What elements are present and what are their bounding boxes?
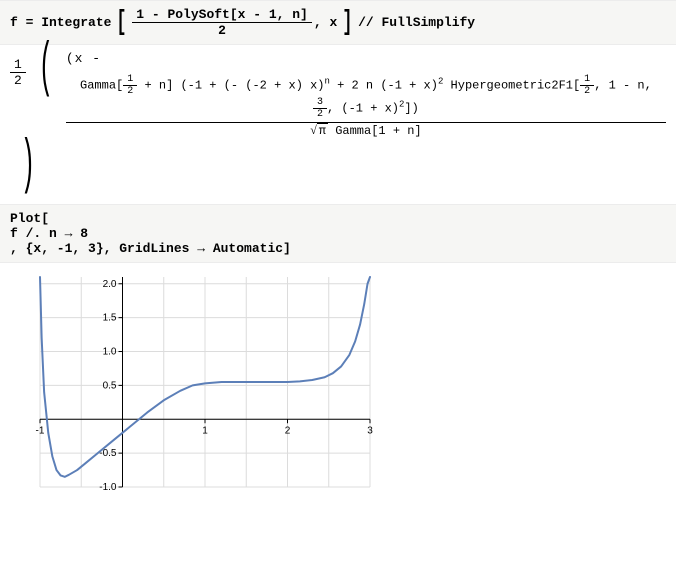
out1-half: 1 2: [10, 57, 26, 88]
out1-l2b: + n] (-1 + (- (-2 + x) x): [137, 79, 324, 93]
out1-close-paren: ): [21, 142, 35, 190]
input2-l3: , {x, -1, 3}, GridLines → Automatic]: [10, 241, 666, 256]
open-bracket: [: [117, 7, 127, 38]
out1-l2g: ]): [404, 102, 418, 116]
input-cell-2: Plot[ f /. n → 8 , {x, -1, 3}, GridLines…: [0, 204, 676, 263]
input1-lhs: f = Integrate: [10, 15, 111, 30]
input2-l2: f /. n → 8: [10, 226, 666, 241]
input2-l1: Plot[: [10, 211, 666, 226]
out1-half-num: 1: [10, 57, 26, 73]
input1-after-frac: , x: [314, 15, 337, 30]
out1-half-den: 2: [10, 73, 26, 88]
out1-l2c: + 2 n (-1 + x): [330, 79, 438, 93]
out1-f3n: 3: [313, 97, 327, 109]
out1-open-paren: (: [39, 45, 53, 93]
chart-svg: -1123-1.0-0.50.51.01.52.0: [20, 269, 380, 499]
output-cell-1: 1 2 ( (x - Gamma[12 + n] (-1 + (- (-2 + …: [0, 45, 676, 204]
svg-text:2.0: 2.0: [103, 279, 117, 290]
out1-bigfrac-den: √π √π Gamma[1 + n]Gamma[1 + n]: [66, 123, 666, 138]
input-1-expr: f = Integrate [ 1 - PolySoft[x - 1, n] 2…: [10, 7, 666, 38]
output-cell-2: -1123-1.0-0.50.51.01.52.0: [0, 263, 676, 505]
out1-l2f: , (-1 + x): [327, 102, 399, 116]
out1-l2d: Hypergeometric2F1[: [443, 79, 580, 93]
svg-text:3: 3: [367, 425, 373, 436]
out1-open-text: (x -: [66, 51, 101, 66]
svg-text:1.0: 1.0: [103, 347, 117, 358]
out1-l2a: Gamma[: [80, 79, 123, 93]
svg-text:2: 2: [285, 425, 291, 436]
out1-line1: (x -: [66, 51, 666, 66]
out1-f2n: 1: [580, 74, 594, 86]
svg-text:-1: -1: [36, 425, 45, 436]
input1-frac-den: 2: [132, 23, 312, 38]
out1-f3d: 2: [313, 109, 327, 120]
input1-postfix: // FullSimplify: [358, 15, 475, 30]
out1-l2e: , 1 - n,: [594, 79, 652, 93]
svg-text:1: 1: [202, 425, 208, 436]
svg-text:1.5: 1.5: [103, 313, 117, 324]
input-cell-1: f = Integrate [ 1 - PolySoft[x - 1, n] 2…: [0, 0, 676, 45]
plot-chart: -1123-1.0-0.50.51.01.52.0: [20, 269, 380, 499]
input1-frac: 1 - PolySoft[x - 1, n] 2: [132, 7, 312, 38]
out1-f1d: 2: [123, 86, 137, 97]
input1-frac-num: 1 - PolySoft[x - 1, n]: [132, 7, 312, 23]
svg-text:0.5: 0.5: [103, 380, 117, 391]
out1-f2d: 2: [580, 86, 594, 97]
out1-big-frac: Gamma[12 + n] (-1 + (- (-2 + x) x)n + 2 …: [66, 72, 666, 138]
close-bracket: ]: [343, 7, 353, 38]
svg-text:-1.0: -1.0: [99, 482, 117, 493]
out1-f1n: 1: [123, 74, 137, 86]
